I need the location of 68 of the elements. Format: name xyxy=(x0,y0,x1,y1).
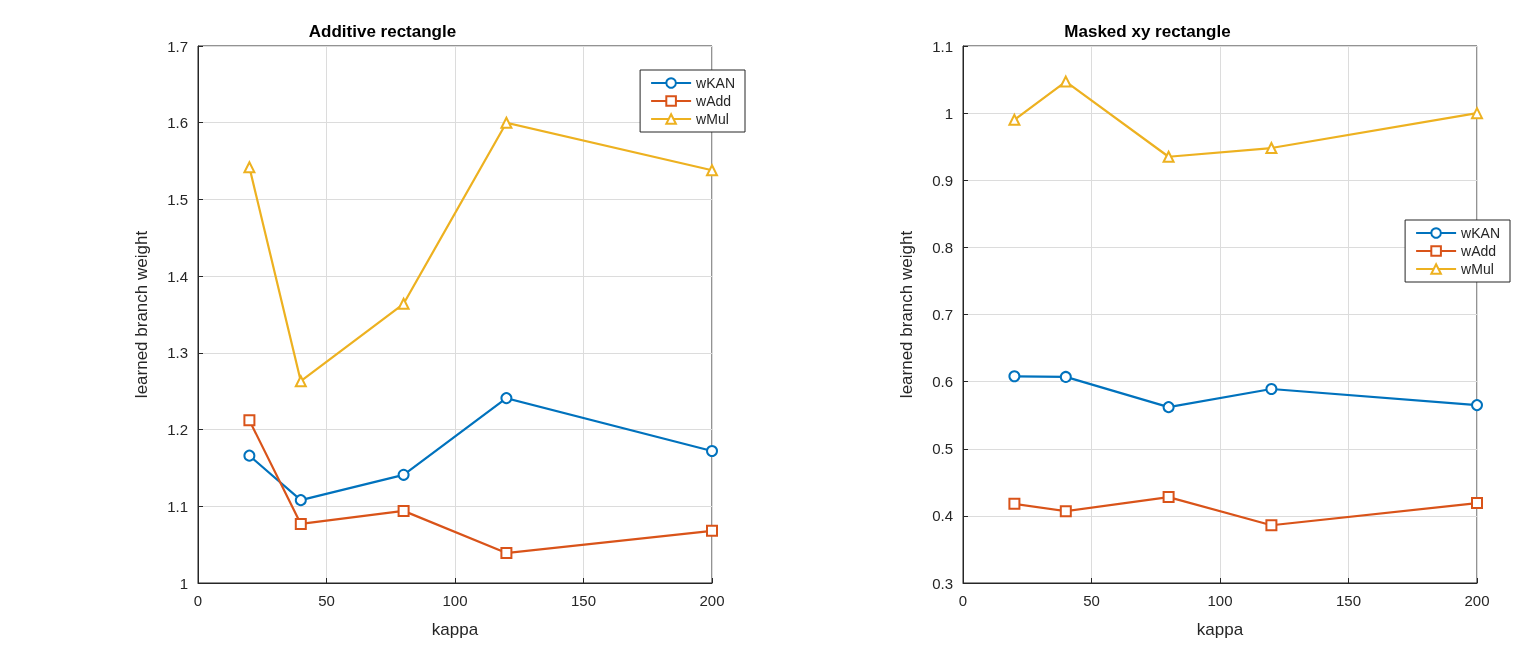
point xyxy=(1059,505,1072,518)
y-tick-label: 0.9 xyxy=(932,171,953,189)
point xyxy=(706,445,718,458)
point xyxy=(1059,75,1072,88)
chart-title: Additive rectangle xyxy=(308,22,457,41)
x-tick-label: 50 xyxy=(1083,592,1100,609)
legend-label: wKAN xyxy=(1460,225,1501,241)
legend-label: wAdd xyxy=(695,93,732,109)
y-tick-label: 1 xyxy=(179,574,188,592)
chart-title: Masked xy rectangle xyxy=(1064,22,1231,41)
legend-label: wAdd xyxy=(1460,243,1497,259)
point xyxy=(1471,107,1483,120)
x-tick-label: 200 xyxy=(699,592,725,609)
y-tick-label: 1.5 xyxy=(167,190,188,208)
point xyxy=(1059,370,1072,383)
y-tick-label: 1 xyxy=(944,104,953,122)
point xyxy=(243,449,256,462)
point xyxy=(500,392,513,405)
point xyxy=(1162,401,1175,414)
y-tick-label: 0.8 xyxy=(932,238,953,256)
point xyxy=(706,164,718,177)
point xyxy=(1162,491,1175,504)
y-tick-label: 1.4 xyxy=(167,267,188,285)
point xyxy=(243,161,256,174)
point xyxy=(500,116,513,129)
y-tick-label: 1.1 xyxy=(167,497,188,515)
legend-label: wMul xyxy=(1460,261,1494,277)
point xyxy=(294,375,307,388)
y-tick-label: 1.7 xyxy=(167,37,188,55)
point xyxy=(1162,150,1175,163)
x-tick-label: 200 xyxy=(1464,592,1490,609)
y-axis-title: learned branch weight xyxy=(132,230,151,399)
point xyxy=(1008,370,1021,383)
y-tick-label: 0.5 xyxy=(932,440,953,458)
y-tick-label: 0.3 xyxy=(932,574,953,592)
x-tick-label: 150 xyxy=(1335,592,1362,609)
point xyxy=(1471,497,1483,510)
x-tick-label: 50 xyxy=(318,592,335,609)
y-tick-label: 1.6 xyxy=(167,114,188,132)
y-tick-label: 1.3 xyxy=(167,344,188,362)
point xyxy=(243,414,256,427)
point xyxy=(706,524,718,537)
x-tick-label: 150 xyxy=(570,592,597,609)
y-tick-label: 0.7 xyxy=(932,306,953,323)
point xyxy=(1008,497,1021,510)
y-tick-label: 1.1 xyxy=(932,37,953,55)
x-tick-label: 100 xyxy=(1207,592,1233,609)
x-tick-label: 100 xyxy=(442,592,468,609)
point xyxy=(1008,113,1021,126)
point xyxy=(397,504,410,517)
y-axis-title: learned branch weight xyxy=(897,230,916,399)
point xyxy=(1265,383,1278,396)
point xyxy=(397,297,410,310)
y-tick-label: 0.6 xyxy=(932,373,953,391)
x-tick-label: 0 xyxy=(193,592,203,609)
point xyxy=(294,517,307,530)
point xyxy=(294,494,307,507)
legend-label: wMul xyxy=(695,111,729,127)
point xyxy=(500,547,513,560)
y-tick-label: 1.2 xyxy=(167,421,188,439)
y-tick-label: 0.4 xyxy=(932,507,953,525)
x-tick-label: 0 xyxy=(958,592,968,609)
point xyxy=(397,468,410,481)
point xyxy=(1471,399,1483,412)
point xyxy=(1265,519,1278,532)
x-axis-title: kappa xyxy=(1196,620,1244,639)
legend-label: wKAN xyxy=(695,75,736,91)
x-axis-title: kappa xyxy=(431,620,479,639)
